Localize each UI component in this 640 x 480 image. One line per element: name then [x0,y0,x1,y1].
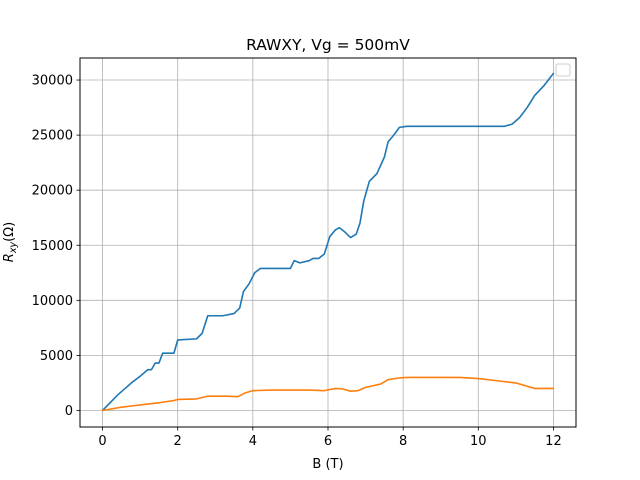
x-axis: 0 2 4 6 8 10 12 [98,427,562,449]
y-axis-label-main: R [2,253,17,262]
legend-box [555,63,571,77]
x-tick-label: 12 [545,434,562,449]
y-tick-label: 5000 [40,349,73,364]
series-group [101,72,555,412]
y-tick-label: 15000 [32,239,73,254]
y-tick-label: 10000 [32,294,73,309]
x-tick-label: 2 [174,434,182,449]
y-axis-label: Rxy(Ω) [2,222,19,262]
y-axis: 0 5000 10000 15000 20000 25000 30000 [32,74,80,419]
x-tick-label: 10 [470,434,487,449]
x-tick-label: 0 [98,434,106,449]
y-tick-label: 30000 [32,74,73,89]
chart-title: RAWXY, Vg = 500mV [246,36,410,54]
series-line-1 [101,72,555,412]
y-axis-label-sub: xy [8,242,19,255]
x-tick-label: 4 [249,434,257,449]
x-axis-label: B (T) [312,457,343,472]
y-tick-label: 20000 [32,184,73,199]
y-axis-label-unit: (Ω) [2,222,17,242]
x-tick-label: 6 [324,434,332,449]
y-tick-label: 25000 [32,129,73,144]
x-tick-label: 8 [399,434,407,449]
series-line-2 [101,376,555,412]
y-tick-label: 0 [65,404,73,419]
grid [80,58,576,427]
